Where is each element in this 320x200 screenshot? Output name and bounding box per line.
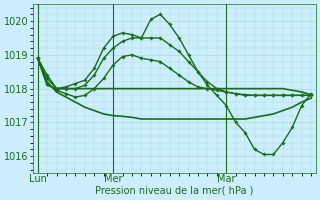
X-axis label: Pression niveau de la mer( hPa ): Pression niveau de la mer( hPa ) bbox=[95, 186, 253, 196]
